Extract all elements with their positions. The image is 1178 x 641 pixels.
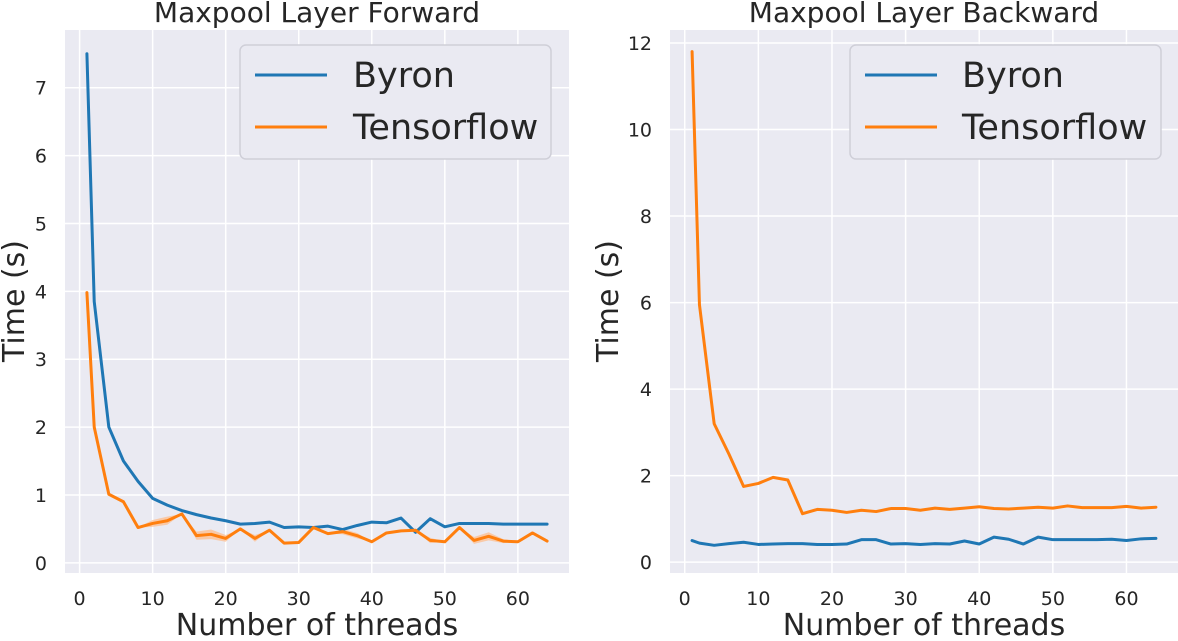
forward-x-tick-label: 0 [74, 588, 86, 610]
forward-y-tick-label: 5 [35, 213, 47, 235]
forward-y-axis-label: Time (s) [0, 240, 32, 363]
forward-y-tick-label: 0 [35, 553, 47, 575]
backward-tensorflow-line [690, 50, 1158, 516]
forward-x-tick-label: 40 [360, 588, 384, 610]
forward-chart-title: Maxpool Layer Forward [154, 0, 480, 29]
forward-tick-labels: 0 10 20 30 40 50 60 0 1 2 3 4 5 6 7 [35, 78, 530, 610]
forward-y-tick-label: 2 [35, 417, 47, 439]
backward-x-tick-label: 0 [679, 588, 691, 610]
forward-x-tick-label: 60 [506, 588, 530, 610]
forward-x-axis-label: Number of threads [176, 608, 458, 641]
forward-y-tick-label: 7 [35, 78, 47, 100]
backward-y-tick-label: 6 [640, 293, 652, 315]
backward-x-tick-label: 50 [1041, 588, 1065, 610]
forward-y-tick-label: 1 [35, 485, 47, 507]
forward-x-tick-label: 10 [141, 588, 165, 610]
backward-y-tick-label: 10 [628, 120, 652, 142]
backward-tick-labels: 0 10 20 30 40 50 60 0 2 4 6 8 10 12 [628, 33, 1139, 610]
backward-x-tick-label: 10 [746, 588, 770, 610]
forward-x-tick-label: 50 [433, 588, 457, 610]
backward-x-tick-label: 20 [820, 588, 844, 610]
backward-y-axis-label: Time (s) [591, 240, 626, 363]
forward-legend-byron-label: Byron [353, 56, 455, 96]
backward-chart-title: Maxpool Layer Backward [749, 0, 1099, 29]
forward-tensorflow-line [85, 291, 549, 545]
forward-chart: 0 10 20 30 40 50 60 0 1 2 3 4 5 6 7 Maxpool Layer Forw… [0, 0, 569, 641]
forward-x-tick-label: 20 [214, 588, 238, 610]
backward-legend-byron-label: Byron [962, 56, 1064, 96]
forward-x-tick-label: 30 [287, 588, 311, 610]
backward-y-tick-label: 12 [628, 33, 652, 55]
forward-y-tick-label: 6 [35, 146, 47, 168]
forward-y-tick-label: 3 [35, 349, 47, 371]
backward-y-tick-label: 4 [640, 379, 652, 401]
forward-legend: Byron Tensorflow [239, 44, 552, 160]
backward-y-tick-label: 0 [640, 552, 652, 574]
backward-legend: Byron Tensorflow [849, 44, 1162, 160]
forward-y-tick-label: 4 [35, 281, 47, 303]
backward-byron-line [690, 535, 1158, 547]
backward-y-tick-label: 8 [640, 206, 652, 228]
forward-series [85, 52, 549, 545]
backward-x-tick-label: 40 [967, 588, 991, 610]
backward-series [690, 50, 1158, 547]
backward-y-tick-label: 2 [640, 466, 652, 488]
backward-x-axis-label: Number of threads [783, 608, 1065, 641]
backward-x-tick-label: 60 [1114, 588, 1138, 610]
forward-legend-tensorflow-label: Tensorflow [352, 108, 538, 148]
backward-x-tick-label: 30 [894, 588, 918, 610]
backward-legend-tensorflow-label: Tensorflow [961, 108, 1147, 148]
backward-chart: 0 10 20 30 40 50 60 0 2 4 6 8 10 12 Maxpool Layer Bac… [591, 0, 1178, 641]
